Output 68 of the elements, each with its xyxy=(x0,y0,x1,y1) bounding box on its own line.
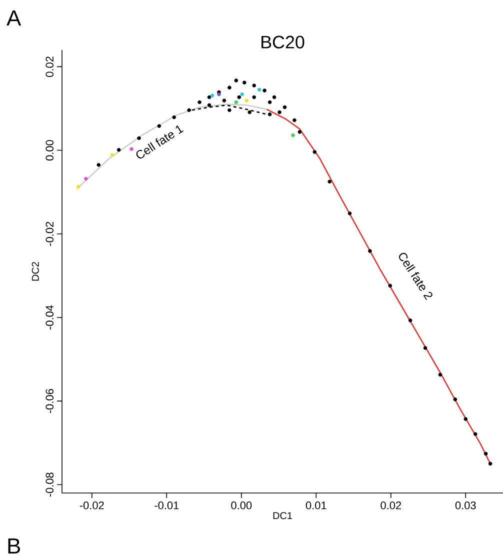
point xyxy=(252,84,256,88)
point xyxy=(484,452,488,456)
point xyxy=(76,184,80,189)
point xyxy=(438,372,442,377)
point xyxy=(172,115,176,120)
point xyxy=(110,152,114,157)
y-tick-label: -0.02 xyxy=(46,222,54,246)
point xyxy=(328,180,332,184)
y-tick-label: 0.02 xyxy=(46,56,54,77)
point xyxy=(277,110,282,114)
y-tick-label: -0.08 xyxy=(46,472,54,497)
x-axis-title: DC1 xyxy=(273,512,292,520)
point xyxy=(262,88,266,92)
point xyxy=(268,100,272,104)
point xyxy=(157,124,161,128)
point xyxy=(240,92,244,96)
point xyxy=(237,95,241,100)
point xyxy=(207,103,211,108)
point xyxy=(473,432,478,436)
point xyxy=(368,249,372,253)
point xyxy=(197,100,202,104)
point xyxy=(222,98,226,102)
point xyxy=(282,105,286,110)
x-tick-label: -0.01 xyxy=(154,502,178,510)
point xyxy=(408,318,412,322)
x-tick-label: 0.02 xyxy=(380,502,401,510)
x-tick-label: 0.03 xyxy=(455,502,476,510)
point xyxy=(227,86,232,90)
chart-title: BC20 xyxy=(261,36,304,48)
point xyxy=(388,284,392,288)
point xyxy=(488,462,492,466)
point xyxy=(129,147,134,151)
point xyxy=(116,148,120,152)
point xyxy=(252,95,256,100)
point xyxy=(234,100,238,104)
line-series xyxy=(266,108,491,464)
text: A xyxy=(6,10,21,26)
x-tick-label: 0.00 xyxy=(230,502,252,510)
point xyxy=(234,78,238,82)
y-tick-label: -0.04 xyxy=(46,305,54,330)
y-tick-label: -0.06 xyxy=(46,389,54,414)
point xyxy=(298,130,302,134)
y-axis-title: DC2 xyxy=(32,262,39,281)
point xyxy=(248,110,252,114)
point xyxy=(210,94,214,98)
x-tick-label: -0.02 xyxy=(80,502,104,510)
point xyxy=(207,95,211,100)
point xyxy=(312,150,316,154)
point xyxy=(84,176,88,181)
point xyxy=(272,95,276,100)
point xyxy=(292,118,296,122)
text: B xyxy=(8,538,20,554)
point xyxy=(227,108,232,112)
point xyxy=(290,133,295,138)
point xyxy=(186,108,191,112)
x-tick-label: 0.01 xyxy=(306,502,326,510)
annotation: Cell fate 1 xyxy=(136,125,184,159)
point xyxy=(96,163,100,167)
point xyxy=(257,88,262,92)
point xyxy=(348,212,352,216)
point xyxy=(242,80,246,84)
point xyxy=(268,112,272,116)
point xyxy=(244,98,248,102)
point xyxy=(423,346,427,350)
point xyxy=(136,136,141,140)
y-tick-label: 0.00 xyxy=(46,140,54,161)
point xyxy=(464,417,468,421)
point xyxy=(453,397,457,402)
